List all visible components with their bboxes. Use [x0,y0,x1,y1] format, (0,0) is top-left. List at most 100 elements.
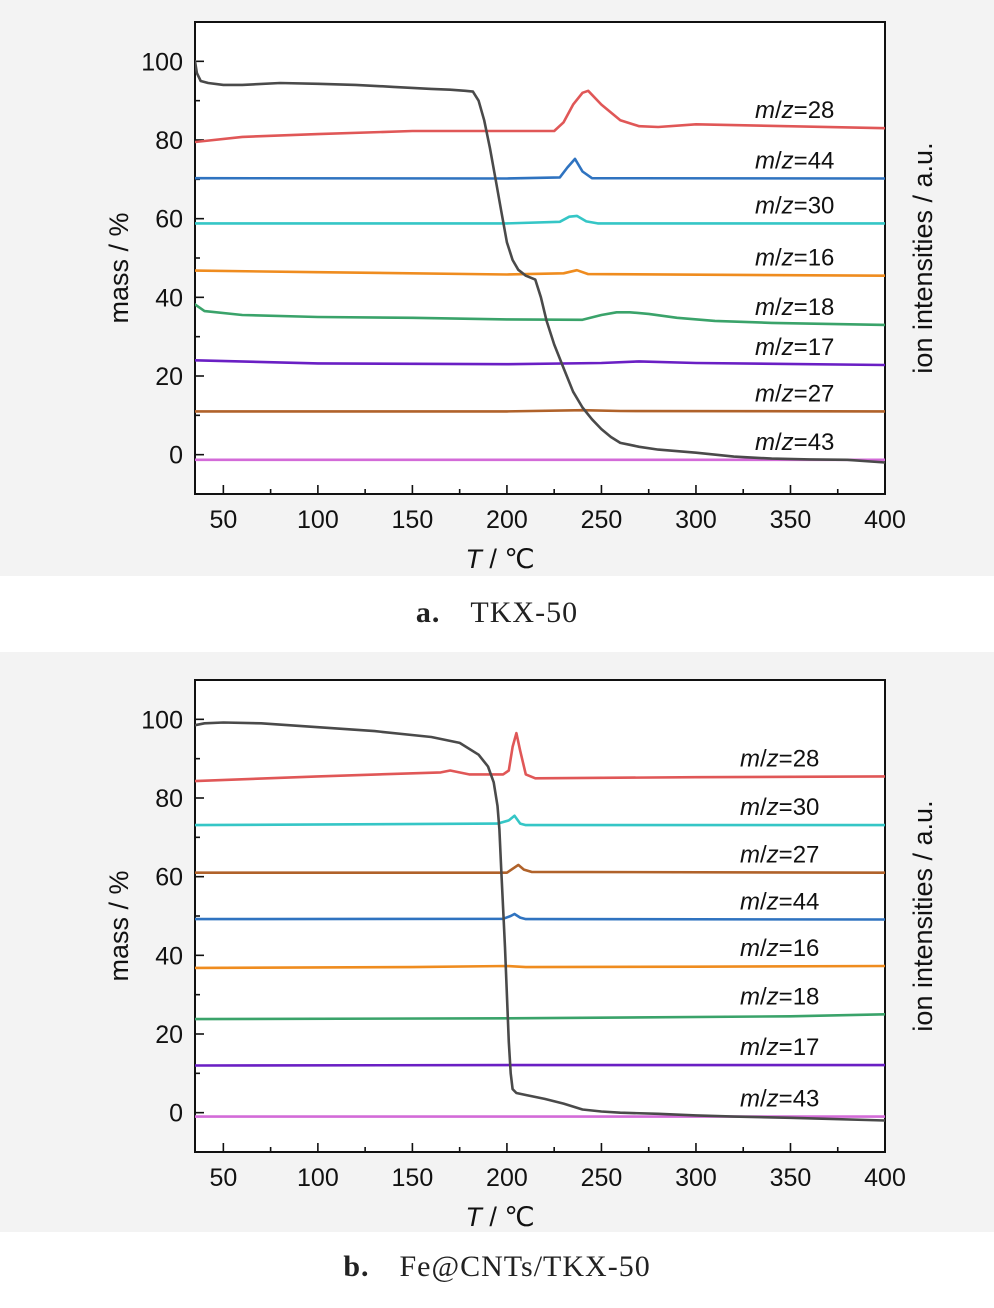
y2-axis-title: ion intensities / a.u. [908,142,938,373]
series-label-value: =43 [779,1086,820,1113]
series-label: m/z=18 [755,294,834,321]
x-tick-label: 300 [675,1164,717,1192]
caption-b-letter: b. [343,1250,370,1283]
y-tick-label: 80 [155,785,183,813]
series-label: m/z=28 [740,745,819,772]
ion-curve-mz27 [195,863,885,874]
x-tick-label: 150 [392,506,434,534]
series-label-m: m [755,192,775,219]
x-axis-title-unit: / ℃ [482,544,535,574]
ion-curve-mz28 [195,89,885,144]
x-axis-title-symbol: T [465,544,484,574]
series-label: m/z=30 [740,794,819,821]
ion-curve-mz30 [195,814,885,827]
series-label-slash: / [775,97,782,124]
series-label-m: m [755,97,775,124]
x-tick-label: 250 [581,506,623,534]
series-label-slash: / [760,983,767,1010]
series-label: m/z=17 [755,334,834,361]
series-label-m: m [740,745,760,772]
series-label-z: z [781,334,794,361]
series-label-slash: / [775,334,782,361]
x-tick-label: 150 [392,1164,434,1192]
series-label-slash: / [760,794,767,821]
series-label-value: =18 [779,983,820,1010]
series-label-value: =16 [779,935,820,962]
series-label-m: m [740,1086,760,1113]
tga-ms-chart-a: 50 100 150 200 250 300 350 400 0 20 40 60 80 100 T / ℃… [104,21,938,574]
x-tick-label: 400 [864,1164,906,1192]
y-tick-label: 20 [155,1021,183,1049]
series-label-m: m [755,334,775,361]
ion-curve-mz16 [195,964,885,970]
series-label-m: m [740,794,760,821]
series-label-z: z [766,842,779,869]
series-label-z: z [781,429,794,456]
series-label: m/z=28 [755,97,834,124]
series-label-slash: / [775,192,782,219]
series-label-m: m [755,148,775,175]
series-label-slash: / [775,148,782,175]
ion-curve-mz44 [195,157,885,180]
series-label-z: z [766,794,779,821]
series-label: m/z=43 [755,429,834,456]
series-label-slash: / [760,889,767,916]
series-label-z: z [781,192,794,219]
series-label-value: =43 [794,429,835,456]
series-label: m/z=16 [740,935,819,962]
series-label-slash: / [760,1034,767,1061]
series-label-z: z [766,983,779,1010]
y-axis-title: mass / % [104,212,134,323]
series-label-m: m [740,842,760,869]
y-tick-label: 100 [141,48,183,76]
caption-a-letter: a. [415,596,441,629]
series-label-z: z [766,745,779,772]
series-label-m: m [740,935,760,962]
x-axis-title-unit: / ℃ [482,1202,535,1232]
ion-curve-mz17 [195,358,885,367]
y-tick-label: 100 [141,706,183,734]
series-label-value: =17 [779,1034,820,1061]
y-tick-label: 0 [169,442,183,470]
tga-ms-chart-b: 50 100 150 200 250 300 350 400 0 20 40 60 80 100 T / ℃… [104,679,938,1232]
plot-frame [194,679,886,1153]
x-tick-label: 350 [770,506,812,534]
x-axis-title: T / ℃ [465,544,534,574]
series-label-value: =30 [779,794,820,821]
series-label-m: m [740,983,760,1010]
series-label-value: =27 [794,380,835,407]
ion-curve-mz18 [195,1012,885,1021]
x-axis-title-symbol: T [465,1202,484,1232]
series-label: m/z=27 [755,380,834,407]
caption-b: b. Fe@CNTs/TKX-50 [0,1250,994,1284]
series-label-m: m [755,380,775,407]
series-label: m/z=18 [740,983,819,1010]
x-tick-label: 400 [864,506,906,534]
series-label-m: m [740,889,760,916]
x-tick-label: 200 [486,1164,528,1192]
series-label-z: z [766,889,779,916]
x-tick-label: 100 [297,1164,339,1192]
caption-a-text: TKX-50 [470,596,579,629]
series-label: m/z=44 [740,889,819,916]
series-label-value: =28 [794,97,835,124]
caption-b-text: Fe@CNTs/TKX-50 [399,1250,651,1283]
series-label: m/z=43 [740,1086,819,1113]
x-tick-label: 50 [209,506,237,534]
series-label-m: m [755,294,775,321]
y-axis-title: mass / % [104,870,134,981]
series-label: m/z=16 [755,245,834,272]
series-label-slash: / [760,745,767,772]
series-label-m: m [755,245,775,272]
series-label-value: =17 [794,334,835,361]
x-tick-label: 300 [675,506,717,534]
series-label-slash: / [760,842,767,869]
series-label-value: =44 [794,148,835,175]
series-label-z: z [766,1034,779,1061]
series-label-m: m [755,429,775,456]
x-axis-title: T / ℃ [465,1202,534,1232]
x-tick-label: 50 [209,1164,237,1192]
caption-a: a. TKX-50 [0,596,994,630]
series-label-z: z [781,148,794,175]
y-tick-label: 80 [155,127,183,155]
